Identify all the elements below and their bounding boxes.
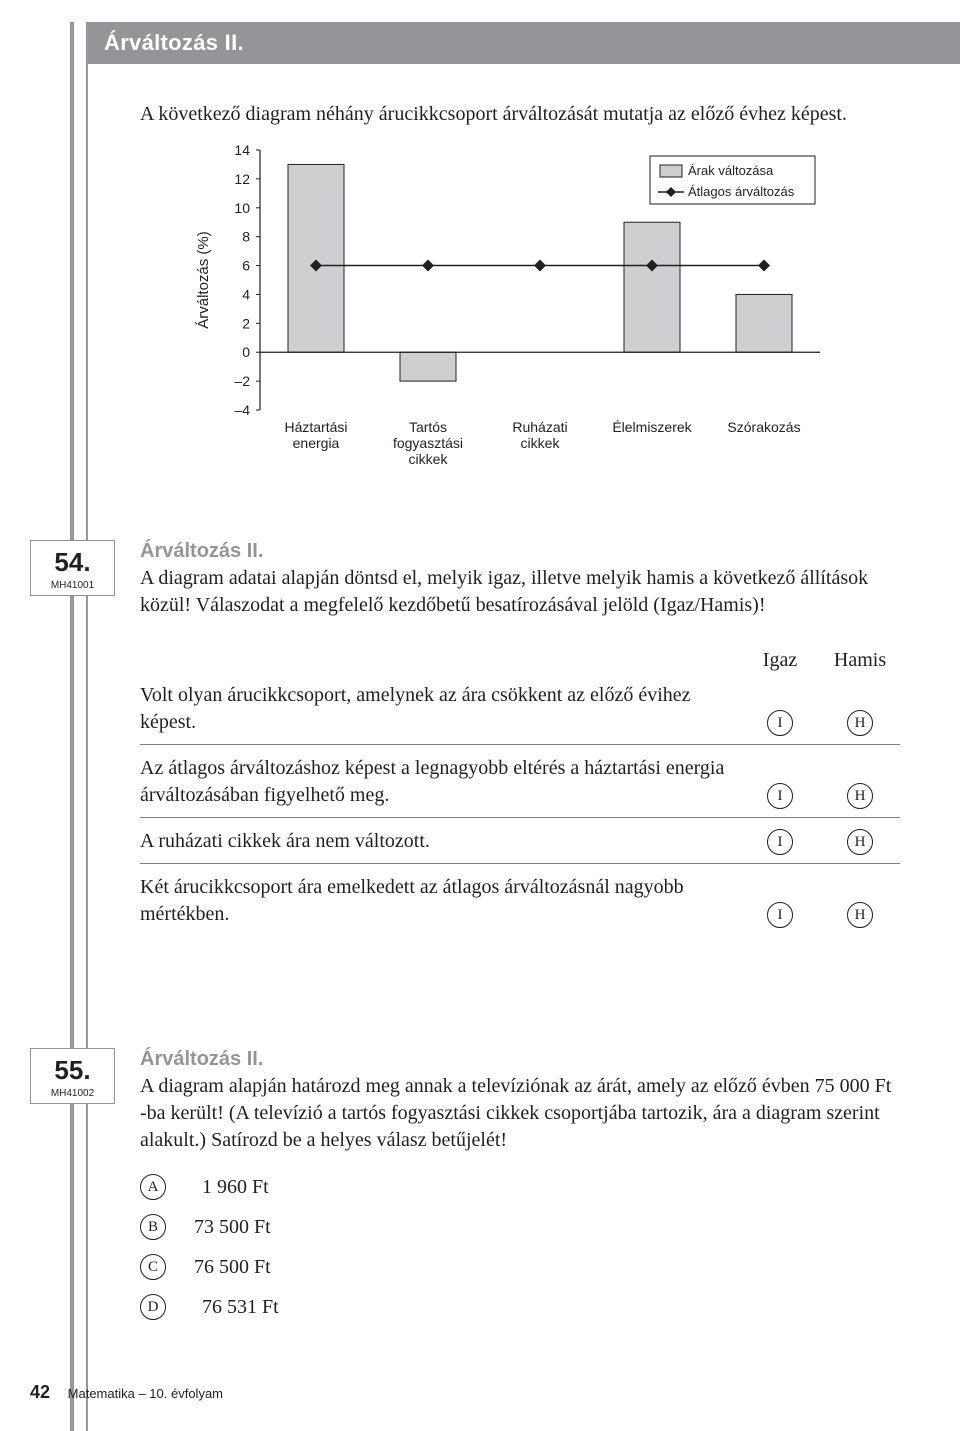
page-title: Árváltozás II. [104, 30, 244, 56]
mc-option-row: A 1 960 Ft [140, 1174, 900, 1200]
price-change-chart: –4 –2 0 2 4 6 8 10 12 14 Háztartásienergia Tartósfo… [180, 140, 880, 500]
tf-cell-igaz: I [740, 829, 820, 855]
multiple-choice-list: A 1 960 Ft B 73 500 Ft C 76 500 Ft D 76 531 Ft [140, 1174, 900, 1320]
question-code: MH41002 [31, 1088, 114, 1099]
chart-bar [400, 352, 456, 381]
question-code: MH41001 [31, 580, 114, 591]
tf-row: Volt olyan árucikkcsoport, amelynek az á… [140, 672, 900, 745]
col-header-hamis: Hamis [820, 649, 900, 672]
chart-y-label: Árváltozás (%) [195, 231, 212, 329]
chart-category-label: Szórakozás [727, 419, 800, 435]
tf-row: Az átlagos árváltozáshoz képest a legnag… [140, 745, 900, 818]
chart-marker-diamond [758, 260, 770, 272]
book-title: Matematika – 10. évfolyam [68, 1386, 223, 1401]
tf-cell-igaz: I [740, 783, 820, 809]
mc-option-text: 1 960 Ft [194, 1176, 269, 1199]
question-number: 55. [31, 1055, 114, 1086]
question-prompt: A diagram alapján határozd meg annak a t… [140, 1073, 900, 1154]
chart-marker-diamond [534, 260, 546, 272]
margin-line-inner [86, 22, 88, 1431]
choice-circle-h[interactable]: H [847, 829, 873, 855]
chart-bar [624, 222, 680, 352]
question-54-block: Árváltozás II. A diagram adatai alapján … [140, 540, 900, 936]
question-prompt: A diagram adatai alapján döntsd el, mely… [140, 565, 900, 619]
chart-category-label: Háztartási [284, 419, 347, 435]
mc-option-text: 73 500 Ft [194, 1216, 271, 1239]
choice-circle-h[interactable]: H [847, 710, 873, 736]
legend-label-bar: Árak változása [688, 163, 774, 178]
chart-category-label: Tartós [409, 419, 447, 435]
chart-category-label: Ruházati [512, 419, 567, 435]
tf-row: Két árucikkcsoport ára emelkedett az átl… [140, 864, 900, 936]
tf-row: A ruházati cikkek ára nem változott. I H [140, 818, 900, 864]
tf-statement: A ruházati cikkek ára nem változott. [140, 828, 740, 855]
legend-swatch-bar [660, 165, 682, 177]
mc-option-circle[interactable]: A [140, 1174, 166, 1200]
chart-category-label: Élelmiszerek [612, 419, 692, 435]
svg-text:4: 4 [242, 286, 250, 302]
mc-option-row: D 76 531 Ft [140, 1294, 900, 1320]
question-title: Árváltozás II. [140, 1048, 900, 1071]
choice-circle-i[interactable]: I [767, 829, 793, 855]
svg-text:–2: –2 [234, 373, 250, 389]
question-55-block: Árváltozás II. A diagram alapján határoz… [140, 1048, 900, 1334]
mc-option-text: 76 531 Ft [194, 1296, 279, 1319]
tf-cell-igaz: I [740, 902, 820, 928]
chart-category-label: cikkek [409, 451, 449, 467]
col-header-igaz: Igaz [740, 649, 820, 672]
svg-text:0: 0 [242, 344, 250, 360]
tf-statement: Volt olyan árucikkcsoport, amelynek az á… [140, 682, 740, 736]
intro-text: A következő diagram néhány árucikkcsopor… [140, 100, 900, 128]
tf-cell-igaz: I [740, 710, 820, 736]
mc-option-circle[interactable]: D [140, 1294, 166, 1320]
tf-cell-hamis: H [820, 710, 900, 736]
tf-cell-hamis: H [820, 783, 900, 809]
svg-text:–4: –4 [234, 402, 250, 418]
legend-label-line: Átlagos árváltozás [688, 184, 795, 199]
tf-statement: Két árucikkcsoport ára emelkedett az átl… [140, 874, 740, 928]
svg-text:8: 8 [242, 229, 250, 245]
chart-bar [288, 164, 344, 352]
question-title: Árváltozás II. [140, 540, 900, 563]
question-number-box-55: 55. MH41002 [30, 1048, 115, 1104]
svg-text:12: 12 [234, 171, 250, 187]
page-number: 42 [30, 1382, 50, 1402]
question-number-box-54: 54. MH41001 [30, 540, 115, 596]
tf-cell-hamis: H [820, 829, 900, 855]
page-footer: 42 Matematika – 10. évfolyam [30, 1382, 223, 1403]
margin-line-outer [70, 22, 74, 1431]
svg-text:10: 10 [234, 200, 250, 216]
choice-circle-h[interactable]: H [847, 783, 873, 809]
chart-svg: –4 –2 0 2 4 6 8 10 12 14 Háztartásienergia Tartósfo… [180, 140, 880, 500]
mc-option-circle[interactable]: B [140, 1214, 166, 1240]
choice-circle-h[interactable]: H [847, 902, 873, 928]
chart-category-label: cikkek [521, 435, 561, 451]
mc-option-row: C 76 500 Ft [140, 1254, 900, 1280]
title-bar: Árváltozás II. [86, 22, 960, 64]
chart-marker-diamond [422, 260, 434, 272]
svg-text:2: 2 [242, 315, 250, 331]
svg-text:6: 6 [242, 258, 250, 274]
chart-bar [736, 294, 792, 352]
choice-circle-i[interactable]: I [767, 902, 793, 928]
chart-category-label: fogyasztási [393, 435, 463, 451]
choice-circle-i[interactable]: I [767, 710, 793, 736]
choice-circle-i[interactable]: I [767, 783, 793, 809]
svg-text:14: 14 [234, 142, 250, 158]
mc-option-text: 76 500 Ft [194, 1256, 271, 1279]
chart-category-label: energia [293, 435, 340, 451]
tf-cell-hamis: H [820, 902, 900, 928]
tf-header-row: Igaz Hamis [140, 649, 900, 672]
question-number: 54. [31, 547, 114, 578]
true-false-table: Igaz Hamis Volt olyan árucikkcsoport, am… [140, 649, 900, 936]
mc-option-row: B 73 500 Ft [140, 1214, 900, 1240]
page: Árváltozás II. A következő diagram néhán… [0, 0, 960, 1431]
tf-statement: Az átlagos árváltozáshoz képest a legnag… [140, 755, 740, 809]
mc-option-circle[interactable]: C [140, 1254, 166, 1280]
